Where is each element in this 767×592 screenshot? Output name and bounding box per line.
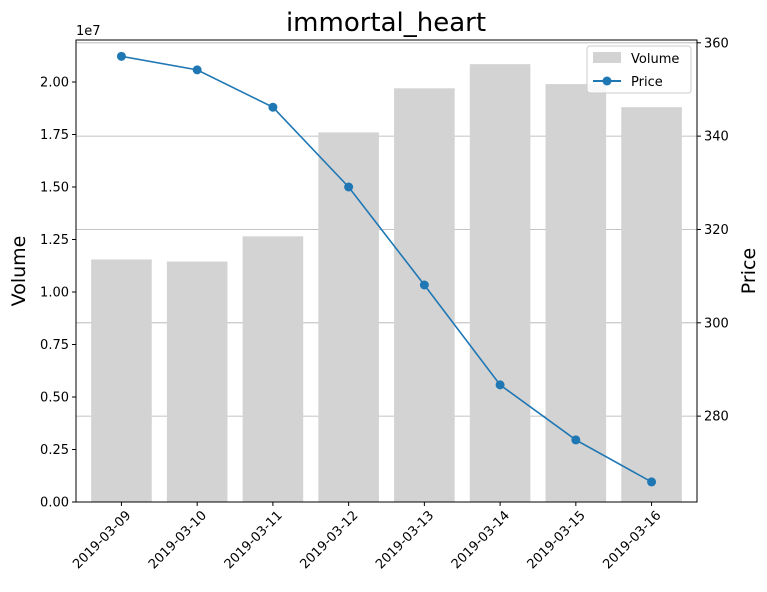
right-axis-title: Price [738, 248, 760, 294]
left-tick-label: 0.25 [40, 443, 69, 458]
left-axis: 0.00 0.25 0.50 0.75 1.00 1.25 1.50 1.75 2.00 [40, 76, 76, 511]
legend-price-label: Price [631, 75, 663, 90]
legend: Volume Price [586, 45, 692, 94]
left-axis-title: Volume [8, 236, 30, 307]
right-tick-label: 280 [704, 410, 729, 425]
x-tick-label: 2019-03-14 [449, 508, 513, 572]
x-tick-label: 2019-03-12 [297, 508, 361, 572]
x-tick-label: 2019-03-10 [146, 508, 210, 572]
right-tick-label: 320 [704, 223, 729, 238]
volume-bar [166, 261, 228, 502]
right-tick-label: 300 [704, 316, 729, 331]
price-point [116, 51, 126, 61]
price-point [647, 477, 657, 487]
left-tick-label: 1.75 [40, 128, 69, 143]
volume-bar [318, 132, 379, 502]
volume-bar [91, 259, 152, 502]
x-tick-label: 2019-03-09 [70, 508, 134, 572]
left-tick-label: 0.50 [40, 391, 69, 406]
volume-bar [545, 84, 607, 502]
x-axis: 2019-03-09 2019-03-10 2019-03-11 2019-03-12… [70, 502, 664, 572]
left-tick-label: 0.00 [40, 496, 69, 511]
x-tick-label: 2019-03-16 [600, 508, 664, 572]
right-tick-label: 340 [704, 130, 729, 145]
x-tick-label: 2019-03-15 [525, 508, 589, 572]
left-tick-label: 1.50 [40, 181, 69, 196]
legend-price-marker [602, 76, 612, 86]
price-point [495, 380, 505, 390]
volume-bar [469, 64, 531, 503]
right-tick-label: 360 [704, 36, 729, 51]
x-tick-label: 2019-03-11 [222, 508, 286, 572]
volume-bars [91, 64, 682, 503]
left-tick-label: 1.00 [40, 286, 69, 301]
price-line [121, 55, 652, 483]
left-axis-multiplier: 1e7 [76, 24, 101, 39]
legend-volume-swatch [593, 52, 621, 63]
price-point [268, 102, 278, 112]
price-line-series [116, 51, 657, 487]
legend-volume-label: Volume [631, 52, 679, 67]
left-tick-label: 1.25 [40, 233, 69, 248]
price-point [344, 182, 354, 192]
left-tick-label: 2.00 [40, 76, 69, 91]
volume-bar [242, 236, 304, 502]
right-axis: 280 300 320 340 360 [697, 36, 729, 425]
price-point [419, 280, 429, 290]
x-tick-label: 2019-03-13 [373, 508, 437, 572]
price-point [192, 65, 202, 75]
volume-bar [394, 88, 455, 503]
chart-title: immortal_heart [286, 8, 486, 38]
volume-bar [621, 107, 682, 502]
plot-frame [75, 39, 698, 503]
left-tick-label: 0.75 [40, 338, 69, 353]
price-point [571, 435, 581, 445]
